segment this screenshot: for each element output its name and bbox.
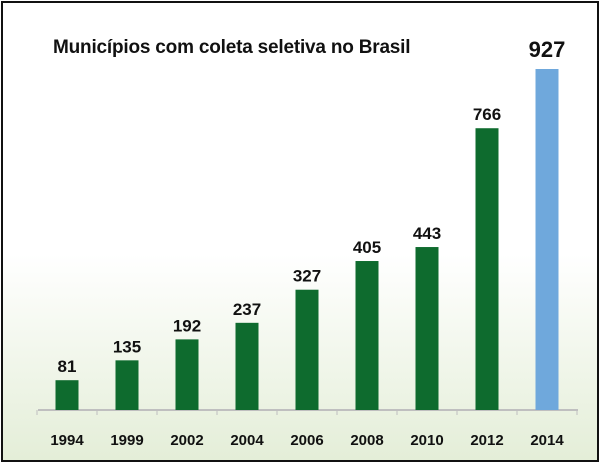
value-label-2012: 766 (473, 105, 501, 124)
bar-1994 (55, 380, 79, 410)
bar-2004 (235, 322, 259, 410)
bar-2006 (295, 289, 319, 410)
bar-2002 (175, 339, 199, 410)
category-label-1994: 1994 (50, 432, 84, 449)
value-label-2008: 405 (353, 238, 381, 257)
value-label-2014: 927 (529, 37, 566, 62)
chart-title: Municípios com coleta seletiva no Brasil (53, 37, 411, 58)
category-label-2004: 2004 (230, 432, 264, 449)
category-label-2014: 2014 (530, 432, 564, 449)
value-label-1994: 81 (58, 357, 77, 376)
value-label-2004: 237 (233, 300, 261, 319)
bar-2012 (475, 128, 499, 411)
category-label-2012: 2012 (470, 432, 503, 449)
category-label-1999: 1999 (110, 432, 143, 449)
category-label-2008: 2008 (350, 432, 383, 449)
value-label-1999: 135 (113, 337, 141, 356)
category-label-2010: 2010 (410, 432, 443, 449)
value-label-2006: 327 (293, 267, 321, 286)
category-label-2002: 2002 (170, 432, 203, 449)
value-label-2002: 192 (173, 316, 201, 335)
value-label-2010: 443 (413, 224, 441, 243)
bar-2008 (355, 261, 379, 410)
bar-2014 (535, 69, 559, 410)
bar-1999 (115, 360, 139, 410)
bar-2010 (415, 247, 439, 410)
category-label-2006: 2006 (290, 432, 323, 449)
